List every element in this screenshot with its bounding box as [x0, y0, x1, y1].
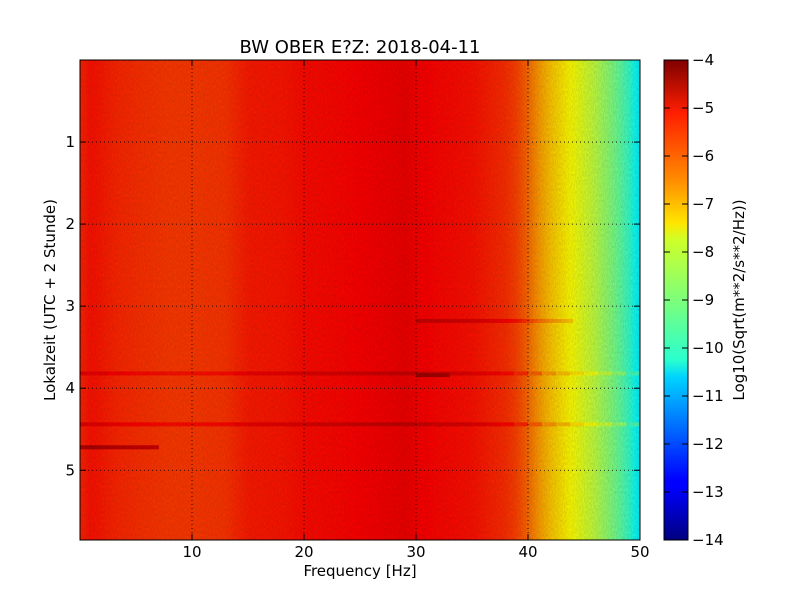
x-tick-label: 10 [182, 543, 201, 561]
colorbar-tick-label: −12 [692, 435, 724, 453]
x-axis-ticks: 10 20 30 40 50 [182, 60, 650, 561]
x-tick-label: 40 [518, 543, 537, 561]
colorbar-tick-label: −4 [692, 51, 714, 69]
colorbar-tick-label: −9 [692, 291, 714, 309]
colorbar-tick-label: −14 [692, 531, 724, 549]
colorbar-tick-label: −7 [692, 195, 714, 213]
colorbar-tick-label: −13 [692, 483, 724, 501]
x-tick-label: 50 [630, 543, 649, 561]
y-tick-label: 4 [65, 379, 75, 397]
colorbar-tick-label: −5 [692, 99, 714, 117]
colorbar-tick-label: −8 [692, 243, 714, 261]
chart-title: BW OBER E?Z: 2018-04-11 [240, 37, 481, 58]
colorbar-ticks: −4 −5 −6 −7 −8 −9 −10 −11 −12 −13 −14 [664, 51, 724, 549]
y-tick-label: 1 [65, 133, 75, 151]
colorbar-tick-label: −11 [692, 387, 724, 405]
colorbar-tick-label: −6 [692, 147, 714, 165]
y-tick-label: 5 [65, 461, 75, 479]
colorbar-label: Log10(Sqrt(m**2/s**2/Hz)) [730, 199, 748, 400]
y-axis-ticks: 1 2 3 4 5 [65, 133, 640, 479]
plot-frame [79, 59, 641, 541]
grid-lines [80, 60, 640, 540]
heatmap-noise-overlay [80, 60, 640, 540]
x-tick-label: 30 [406, 543, 425, 561]
y-axis-label: Lokalzeit (UTC + 2 Stunde) [41, 199, 59, 401]
x-tick-label: 20 [294, 543, 313, 561]
y-tick-label: 2 [65, 215, 75, 233]
x-axis-label: Frequency [Hz] [303, 562, 416, 580]
y-tick-label: 3 [65, 297, 75, 315]
colorbar-tick-label: −10 [692, 339, 724, 357]
